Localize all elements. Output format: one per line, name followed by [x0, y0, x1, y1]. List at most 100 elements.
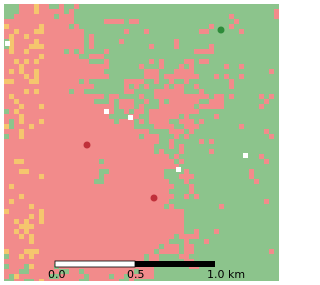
raster-cell — [14, 94, 104, 99]
raster-cell — [254, 179, 259, 184]
raster-cell — [174, 84, 184, 89]
raster-cell — [9, 264, 24, 269]
raster-cell — [14, 119, 19, 124]
raster-cell — [154, 124, 174, 129]
raster-cell — [69, 49, 74, 54]
raster-cell — [234, 19, 239, 24]
raster-cell — [9, 109, 14, 114]
raster-cell — [144, 84, 149, 89]
raster-cell — [169, 79, 174, 84]
raster-cell — [14, 44, 29, 49]
raster-cell — [14, 274, 19, 279]
raster-cell — [164, 244, 179, 249]
raster-cell — [4, 94, 9, 99]
raster-cell — [34, 4, 39, 9]
raster-cell — [89, 54, 104, 59]
raster-cell — [219, 204, 224, 209]
raster-cell — [169, 139, 174, 144]
raster-cell — [4, 204, 29, 209]
raster-cell — [9, 69, 14, 74]
raster-cell — [89, 274, 109, 279]
raster-cell — [229, 94, 234, 99]
raster-cell — [144, 69, 159, 74]
raster-cell — [29, 44, 44, 49]
raster-cell — [29, 59, 34, 64]
raster-cell — [129, 19, 139, 24]
raster-cell — [14, 14, 54, 19]
raster-cell — [4, 99, 14, 104]
raster-cell — [44, 209, 184, 214]
raster-cell — [29, 49, 64, 54]
raster-cell — [34, 9, 39, 14]
raster-cell — [24, 34, 29, 39]
raster-cell — [149, 109, 199, 114]
raster-cell — [144, 134, 159, 139]
raster-cell — [39, 74, 109, 79]
raster-cell — [14, 39, 34, 44]
raster-cell — [14, 59, 19, 64]
raster-cell — [174, 134, 179, 139]
scale-label: 0.0 — [48, 268, 66, 281]
raster-cell — [194, 229, 199, 234]
raster-cell — [34, 89, 39, 94]
raster-cell — [34, 124, 134, 129]
raster-cell — [9, 209, 39, 214]
raster-cell — [74, 89, 84, 94]
raster-cell — [4, 189, 169, 194]
raster-cell — [104, 174, 164, 179]
raster-cell — [4, 89, 24, 94]
raster-cell — [209, 139, 214, 144]
raster-cell — [4, 114, 19, 119]
raster-cell — [179, 149, 184, 154]
raster-cell — [19, 29, 34, 34]
raster-cell — [19, 254, 24, 259]
raster-cell — [14, 79, 29, 84]
raster-cell — [109, 99, 114, 104]
raster-cell — [4, 149, 154, 154]
raster-cell — [44, 29, 84, 34]
raster-cell — [179, 119, 194, 124]
raster-cell — [14, 229, 19, 234]
raster-cell — [124, 89, 134, 94]
raster-cell — [4, 269, 19, 274]
raster-cell — [149, 119, 169, 124]
raster-cell — [29, 204, 34, 209]
raster-cell — [269, 134, 274, 139]
raster-cell — [34, 254, 144, 259]
raster-cell — [259, 94, 264, 99]
raster-cell — [24, 74, 29, 79]
raster-cell — [209, 24, 214, 29]
raster-cell — [24, 234, 29, 239]
raster-cell — [44, 54, 79, 59]
raster-cell — [34, 234, 174, 239]
raster-cell — [164, 84, 169, 89]
raster-cell — [169, 144, 174, 149]
scale-label: 0.5 — [127, 268, 145, 281]
raster-cell — [264, 129, 269, 134]
raster-cell — [14, 49, 24, 54]
raster-cell — [264, 159, 269, 164]
raster-cell — [204, 239, 209, 244]
raster-cell — [39, 214, 44, 219]
raster-cell — [179, 174, 194, 179]
raster-cell — [159, 64, 164, 69]
raster-cell — [134, 84, 139, 89]
raster-cell — [154, 89, 184, 94]
raster-cell — [4, 159, 14, 164]
point — [84, 142, 91, 149]
raster-cell — [259, 104, 264, 109]
raster-cell — [4, 119, 9, 124]
raster-cell — [39, 279, 44, 281]
raster-cell — [224, 64, 229, 69]
raster-cell — [14, 124, 29, 129]
raster-cell — [159, 59, 164, 64]
raster-cell — [34, 224, 184, 229]
raster-cell — [74, 24, 79, 29]
raster-cell — [24, 59, 29, 64]
raster-cell — [269, 69, 274, 74]
raster-cell — [4, 219, 14, 224]
raster-cell — [4, 169, 19, 174]
raster-cell — [19, 229, 24, 234]
raster-cell — [4, 239, 29, 244]
raster-cell — [104, 159, 174, 164]
